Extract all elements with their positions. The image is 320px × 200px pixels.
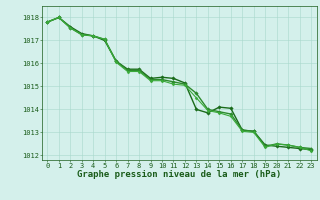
X-axis label: Graphe pression niveau de la mer (hPa): Graphe pression niveau de la mer (hPa)	[77, 170, 281, 179]
